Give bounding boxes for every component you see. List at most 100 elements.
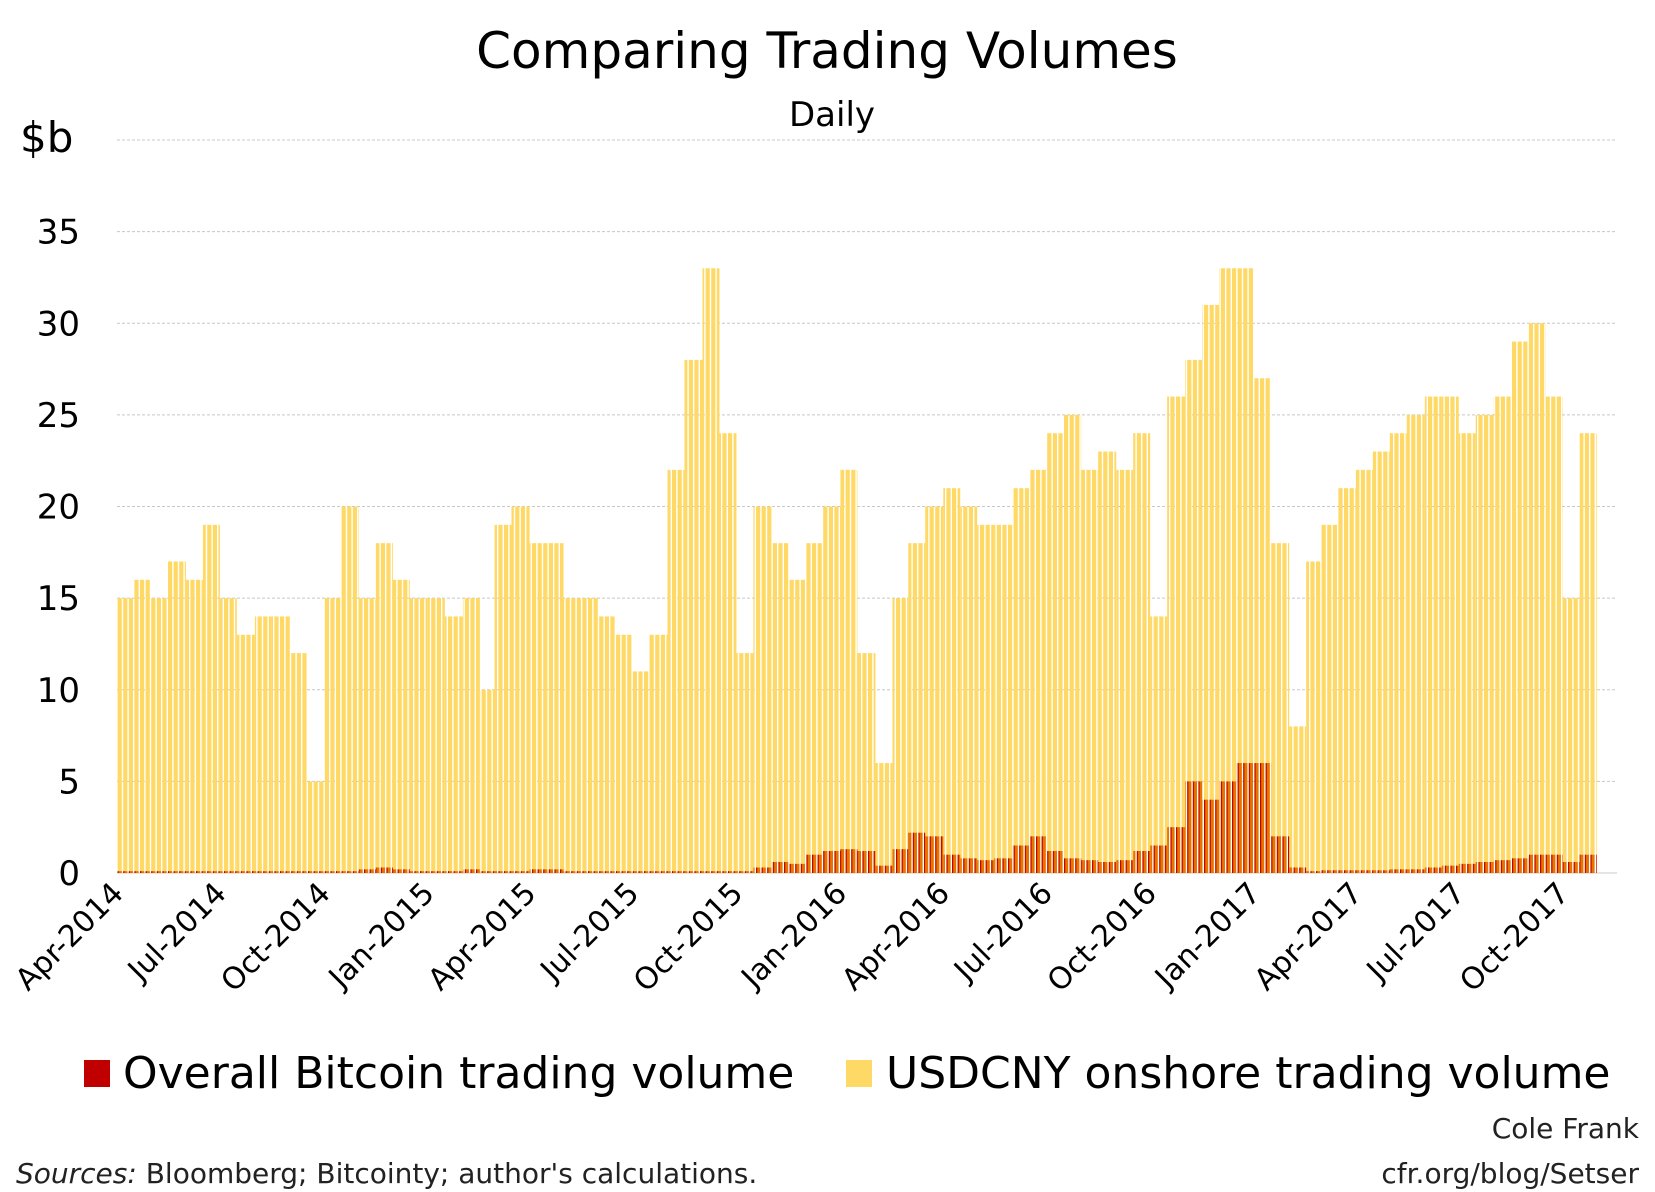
bar xyxy=(1046,433,1064,873)
bar xyxy=(1202,304,1220,873)
x-tick-label: Apr-2016 xyxy=(835,876,957,998)
bar xyxy=(1337,488,1356,873)
bar xyxy=(960,506,978,873)
legend-swatch-bitcoin xyxy=(84,1060,110,1087)
bitcoin-bars xyxy=(117,763,1597,873)
bar xyxy=(1355,469,1373,873)
bar xyxy=(892,598,909,873)
x-tick-label: Oct-2015 xyxy=(627,876,750,999)
credit-site: cfr.org/blog/Setser xyxy=(1381,1157,1639,1190)
x-tick-label: Apr-2015 xyxy=(422,876,544,998)
bar xyxy=(1254,378,1272,873)
bar xyxy=(1372,870,1390,873)
bar xyxy=(1116,469,1134,873)
bar xyxy=(1185,359,1203,873)
bar xyxy=(1081,860,1099,873)
bar xyxy=(1424,867,1442,873)
bar xyxy=(684,359,703,873)
bar xyxy=(1372,451,1390,873)
bar xyxy=(702,871,720,873)
bar xyxy=(1389,433,1407,873)
usdcny-bars xyxy=(117,268,1597,873)
bar xyxy=(1236,763,1255,873)
bar xyxy=(1271,543,1290,873)
bar xyxy=(1579,433,1597,873)
bar xyxy=(1133,433,1151,873)
bar xyxy=(822,851,841,873)
bar xyxy=(1098,862,1117,873)
bar xyxy=(1081,469,1099,873)
bar xyxy=(511,506,530,873)
bar xyxy=(840,849,858,873)
y-tick-label: 20 xyxy=(37,488,80,528)
bar xyxy=(546,869,564,873)
bar xyxy=(994,524,1013,873)
bar xyxy=(960,858,978,873)
bar xyxy=(977,860,995,873)
y-tick-label: 35 xyxy=(37,213,80,253)
bar xyxy=(771,543,789,873)
bar xyxy=(254,871,272,873)
bar xyxy=(479,871,495,873)
sources-note: Sources: Bloomberg; Bitcointy; author's … xyxy=(16,1157,757,1190)
x-tick-label: Jan-2017 xyxy=(1147,876,1268,997)
bar xyxy=(1012,488,1030,873)
bar xyxy=(1562,598,1580,873)
bar xyxy=(1219,781,1237,873)
bar xyxy=(563,871,581,873)
bar xyxy=(1063,414,1082,873)
bar xyxy=(1579,854,1597,873)
bar xyxy=(1116,860,1134,873)
bar xyxy=(1185,781,1203,873)
bar xyxy=(1320,870,1338,873)
bar xyxy=(185,871,203,873)
bar xyxy=(875,865,893,873)
bar xyxy=(117,598,134,873)
x-tick-label: Apr-2017 xyxy=(1248,876,1370,998)
bar xyxy=(306,871,324,873)
y-tick-label: 15 xyxy=(37,579,80,619)
bar xyxy=(1528,323,1546,873)
bar xyxy=(788,863,806,873)
bar xyxy=(598,616,616,873)
legend: Overall Bitcoin trading volume USDCNY on… xyxy=(84,1048,1611,1099)
sources-label: Sources: xyxy=(16,1157,137,1190)
bar xyxy=(409,598,428,873)
bar xyxy=(427,598,445,873)
bar xyxy=(271,616,290,873)
bar xyxy=(479,689,495,873)
x-tick-label: Jan-2015 xyxy=(321,876,442,997)
bar xyxy=(1458,863,1476,873)
x-tick-label: Oct-2016 xyxy=(1041,876,1164,999)
legend-swatch-usdcny xyxy=(846,1060,872,1087)
bar xyxy=(1441,396,1459,873)
bar xyxy=(444,871,463,873)
bar xyxy=(1236,268,1255,873)
bar xyxy=(1306,871,1321,873)
bar xyxy=(202,524,220,873)
bar xyxy=(753,867,772,873)
bar xyxy=(1441,865,1459,873)
bar xyxy=(1029,836,1047,873)
bar xyxy=(771,862,789,873)
chart-title: Comparing Trading Volumes xyxy=(476,22,1178,80)
bar xyxy=(1167,396,1186,873)
y-axis-unit-label: $b xyxy=(20,113,73,162)
bar xyxy=(649,634,668,873)
bar xyxy=(736,871,754,873)
bar xyxy=(563,598,581,873)
bar xyxy=(323,598,341,873)
y-tick-label: 25 xyxy=(37,396,80,436)
bar xyxy=(1046,851,1064,873)
bar xyxy=(150,871,168,873)
bar xyxy=(1475,862,1494,873)
bar xyxy=(1389,869,1407,873)
bar xyxy=(943,854,961,873)
bar xyxy=(236,871,255,873)
bar xyxy=(358,598,376,873)
bar xyxy=(529,543,547,873)
legend-label-usdcny: USDCNY onshore trading volume xyxy=(886,1048,1611,1099)
bar xyxy=(1458,433,1476,873)
bar xyxy=(546,543,564,873)
